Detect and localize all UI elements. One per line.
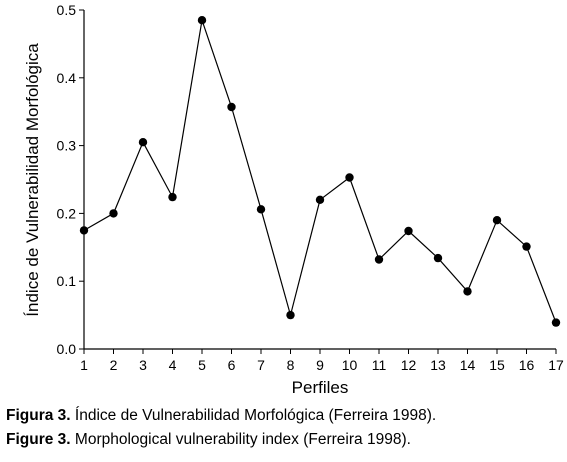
x-tick-label: 3 (139, 357, 147, 373)
x-tick-label: 11 (372, 357, 387, 373)
x-tick-label: 10 (342, 357, 358, 373)
caption-label-english: Figure 3. (6, 431, 71, 448)
y-tick-label: 0.5 (57, 2, 77, 18)
y-tick-label: 0.4 (57, 70, 77, 86)
y-axis-ticks: 0.0 0.1 0.2 0.3 0.4 0.5 (57, 2, 84, 357)
data-point (197, 16, 207, 25)
line-chart: 0.00.10.20.30.40.5 1 2 3 4 5 6 7 8 9 10 11 12 13 14 15… (23, 2, 564, 397)
data-point (227, 102, 236, 112)
x-tick-label: 5 (198, 357, 206, 373)
x-tick-label: 4 (169, 357, 177, 373)
y-tick-label: 0.1 (57, 273, 77, 289)
caption-label-spanish: Figura 3. (6, 407, 71, 424)
data-points (79, 16, 561, 327)
x-tick-label: 17 (548, 357, 564, 373)
x-tick-label: 9 (316, 357, 324, 373)
caption-text-spanish: Índice de Vulnerabilidad Morfológica (Fe… (70, 407, 437, 424)
x-axis-title: Perfiles (292, 378, 349, 397)
x-tick-label: 12 (401, 357, 417, 373)
x-tick-label: 1 (80, 357, 88, 373)
data-point (492, 216, 502, 225)
series-line (83, 20, 557, 323)
x-tick-label: 14 (460, 357, 476, 373)
y-axis-title: Índice de Vulnerabilidad Morfológica (23, 43, 42, 317)
caption-text-english: Morphological vulnerability index (Ferre… (70, 431, 411, 448)
data-point (404, 226, 413, 236)
y-tick-label: 0.3 (57, 138, 77, 154)
y-tick-label: 0.0 (57, 341, 77, 357)
data-point (551, 318, 561, 327)
x-tick-label: 16 (519, 357, 535, 373)
data-point (286, 310, 295, 320)
data-point (522, 242, 531, 251)
data-point (374, 255, 384, 264)
x-tick-label: 8 (287, 357, 295, 373)
data-point (79, 226, 89, 235)
data-point (345, 173, 354, 182)
x-axis-ticks: 1 2 3 4 5 6 7 8 9 10 11 12 13 14 15 16 17 (80, 349, 564, 373)
data-point (168, 192, 177, 202)
data-point (138, 138, 148, 147)
y-tick-label: 0.2 (57, 205, 77, 221)
data-point (315, 195, 325, 204)
data-point (256, 205, 266, 214)
x-tick-label: 6 (228, 357, 236, 373)
x-tick-label: 13 (430, 357, 446, 373)
figure-caption-english: Figure 3. Morphological vulnerability in… (6, 430, 411, 450)
data-point (463, 287, 472, 296)
data-point (433, 253, 443, 263)
x-tick-label: 7 (257, 357, 265, 373)
figure-caption-spanish: Figura 3. Índice de Vulnerabilidad Morfo… (6, 406, 436, 426)
x-tick-label: 15 (489, 357, 505, 373)
chart-axes (83, 10, 556, 350)
x-tick-label: 2 (110, 357, 118, 373)
data-point (109, 209, 118, 218)
